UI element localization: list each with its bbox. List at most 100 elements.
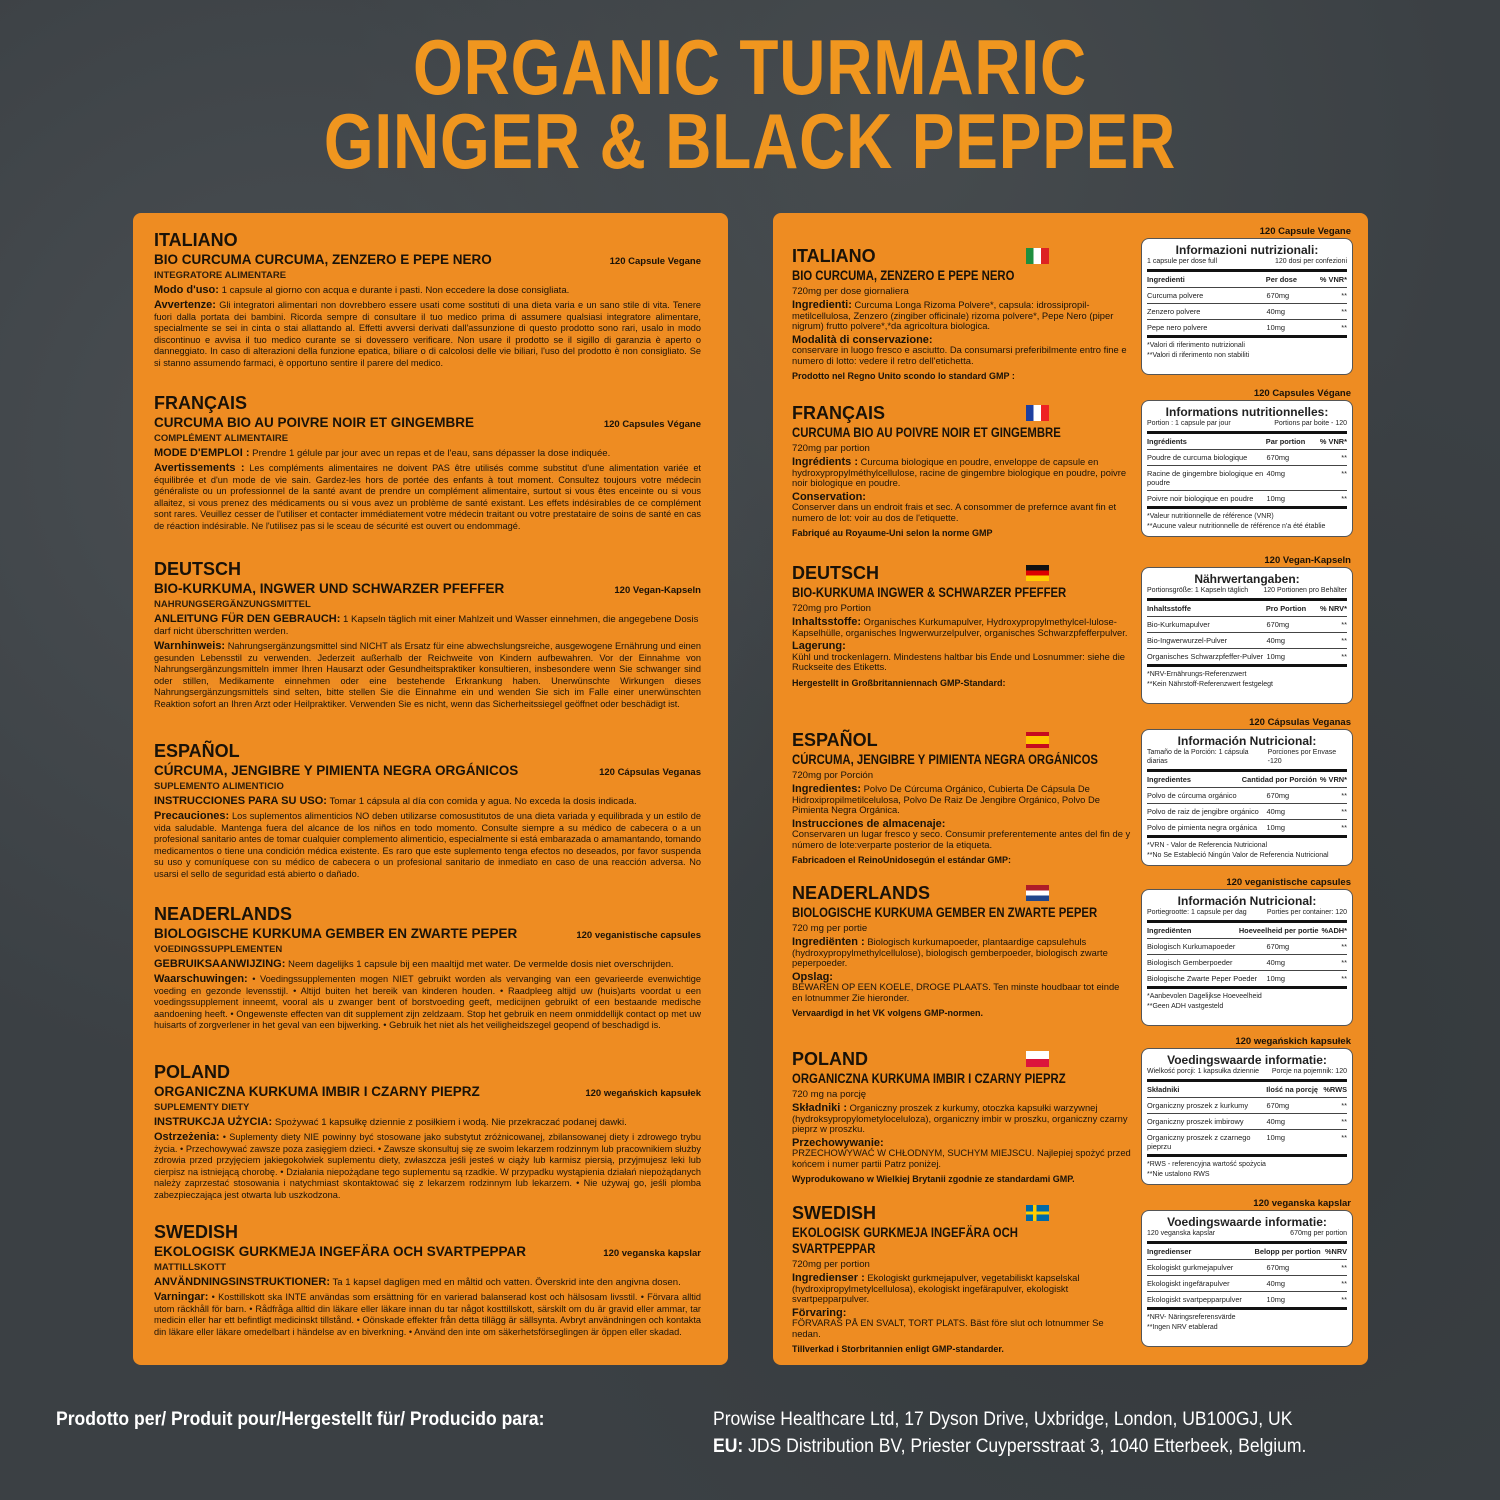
gmp-statement: Prodotto nel Regno Unito scondo lo stand… (792, 371, 1015, 381)
table-cell: 10mg (1266, 823, 1286, 832)
product-name: BIOLOGISCHE KURKUMA GEMBER EN ZWARTE PEP… (792, 905, 1098, 920)
storage-label: Przechowywanie: (792, 1136, 884, 1149)
warnings-label: Precauciones: (154, 810, 230, 822)
table-cell: ** (1341, 1117, 1347, 1126)
table-cell: Organiczny proszek z czarnego pieprzu (1147, 1133, 1251, 1151)
storage-label: Conservation: (792, 490, 866, 503)
table-cell: 670mg (1266, 1263, 1290, 1272)
product-name-wrap: BIOLOGISCHE KURKUMA GEMBER EN ZWARTE PEP… (792, 905, 1132, 923)
serving-info: Portionsgröße: 1 Kapseln täglich 120 Port… (1147, 586, 1347, 601)
nutrition-section-français: FRANÇAIS CURCUMA BIO AU POIVRE NOIR ET GI… (792, 403, 1132, 538)
ingredients-label: Składniki : (792, 1102, 848, 1114)
gmp-statement: Fabriqué au Royaume-Uni selon la norme G… (792, 528, 993, 538)
table-row: Poivre noir biologique en poudre 10mg ** (1147, 491, 1347, 509)
table-notes: *VRN - Valor de Referencia Nutricional **… (1147, 841, 1347, 860)
label-panel-instructions: ITALIANO BIO CURCUMA CURCUMA, ZENZERO E P… (133, 213, 728, 1365)
usage-label: INSTRUKCJA UŻYCIA: (154, 1116, 273, 1128)
france-flag-icon (1026, 405, 1049, 421)
nutrition-table: Nährwertangaben: Portionsgröße: 1 Kapseln… (1141, 567, 1353, 704)
netherlands-flag-icon (1026, 885, 1049, 901)
storage-text: conservare in luogo fresco e asciutto. D… (792, 344, 1127, 366)
column-header: %RWS (1323, 1085, 1347, 1094)
footer-eu-address: EU: JDS Distribution BV, Priester Cuyper… (713, 1435, 1306, 1458)
warnings: Precauciones: Los suplementos alimentici… (154, 810, 701, 880)
column-header: Ilość na porcję (1266, 1085, 1318, 1094)
instruction-section-swedish: SWEDISH EKOLOGISK GURKMEJA INGEFÄRA OCH S… (154, 1222, 701, 1338)
footnote: **Geen ADH vastgesteld (1147, 1002, 1224, 1010)
ingredients-label: Ingrediënten : (792, 936, 865, 948)
usage-text: 1 capsule al giorno con acqua e durante … (218, 285, 570, 296)
product-title: ORGANIC TURMARIC GINGER & BLACK PEPPER (135, 28, 1365, 180)
supplement-type: NAHRUNGSERGÄNZUNGSMITTEL (154, 599, 311, 610)
warnings: Varningar: • Kosttillskott ska INTE anvä… (154, 1291, 701, 1338)
warnings-label: Warnhinweis: (154, 640, 226, 652)
usage-instructions: ANLEITUNG FÜR DEN GEBRAUCH: 1 Kapseln tä… (154, 613, 701, 638)
footnote: *NRV-Ernährungs-Referenzwert (1147, 671, 1247, 678)
ingredients-label: Ingredienser : (792, 1272, 865, 1284)
table-cell: 670mg (1266, 791, 1290, 800)
storage: Förvaring: FÖRVARAS PÅ EN SVALT, TORT PLA… (792, 1307, 1132, 1340)
footnote: **No Se Estableció Ningún Valor de Refer… (1147, 851, 1329, 859)
capsule-count: 120 veganska kapslar (1253, 1198, 1351, 1209)
supplement-type: SUPLEMENTO ALIMENTICIO (154, 781, 284, 792)
table-cell: 40mg (1266, 1117, 1286, 1126)
language-heading: DEUTSCH (792, 563, 880, 583)
usage-label: GEBRUIKSAANWIJZING: (154, 958, 286, 970)
language-heading: NEADERLANDS (154, 904, 293, 924)
product-name: CÚRCUMA, JENGIBRE Y PIMIENTA NEGRA ORGÁN… (154, 762, 701, 781)
ingredients-text: Polvo De Cúrcuma Orgánico, Cubierta De C… (792, 783, 1100, 815)
language-heading: POLAND (154, 1062, 230, 1082)
ingredients-text: Organisches Kurkumapulver, Hydroxypropyl… (792, 616, 1128, 638)
usage-label: ANVÄNDNINGSINSTRUKTIONER: (154, 1276, 330, 1288)
table-cell: 670mg (1266, 942, 1290, 951)
table-notes: *RWS - referencyjna wartość spożycia **Ni… (1147, 1160, 1347, 1179)
table-row: Poudre de curcuma biologique 670mg ** (1147, 450, 1347, 466)
ingredients-text: Curcuma biologique en poudre, enveloppe … (792, 456, 1127, 488)
warnings: Avertissements : Les compléments aliment… (154, 462, 701, 532)
table-header: Składniki Ilość na porcję %RWS (1147, 1082, 1347, 1098)
table-cell: ** (1341, 1133, 1347, 1142)
table-cell: Zenzero polvere (1147, 307, 1201, 316)
table-cell: 40mg (1266, 1279, 1286, 1288)
table-notes: *NRV- Näringsreferensvärde **Ingen NRV et… (1147, 1313, 1347, 1332)
table-row: Biologische Zwarte Peper Poeder 10mg ** (1147, 971, 1347, 989)
table-cell: ** (1341, 636, 1347, 645)
table-cell: 670mg (1266, 620, 1290, 629)
servings-per-container: 670mg per portion (1290, 1230, 1347, 1237)
servings-per-container: Porciones por Envase -120 (1267, 749, 1337, 765)
usage-label: INSTRUCCIONES PARA SU USO: (154, 795, 327, 807)
capsule-count: 120 wegańskich kapsułek (1235, 1036, 1351, 1047)
language-heading: POLAND (792, 1049, 868, 1069)
product-name: BIO CURCUMA CURCUMA, ZENZERO E PEPE NERO… (154, 251, 701, 270)
storage-label: Instrucciones de almacenaje: (792, 817, 946, 830)
table-cell: ** (1341, 307, 1347, 316)
gmp-statement: Hergestellt in Großbritanniennach GMP-St… (792, 677, 1006, 688)
usage-instructions: GEBRUIKSAANWIJZING: Neem dagelijks 1 cap… (154, 958, 701, 971)
table-cell: 670mg (1266, 1101, 1290, 1110)
product-name: CURCUMA BIO AU POIVRE NOIR ET GINGEMBRE 1… (154, 414, 701, 433)
table-cell: 40mg (1266, 636, 1286, 645)
warnings-text: Gli integratori alimentari non dovrebber… (154, 300, 701, 368)
usage-text: Neem dagelijks 1 capsule bij een maaltij… (285, 959, 674, 970)
spain-flag-icon (1026, 732, 1049, 748)
nutrition-table: Voedingswaarde informatie: Wielkość porcj… (1141, 1048, 1353, 1185)
table-row: Pepe nero polvere 10mg ** (1147, 320, 1347, 338)
daily-dose: 720 mg na porcję (792, 1089, 867, 1100)
table-cell: ** (1341, 1101, 1347, 1110)
footnote: *Valori di riferimento nutrizionali (1147, 342, 1245, 349)
table-cell: 40mg (1266, 807, 1286, 816)
product-name: EKOLOGISK GURKMEJA INGEFÄRA OCH SVARTPEP… (154, 1243, 701, 1262)
usage-instructions: ANVÄNDNINGSINSTRUKTIONER: Ta 1 kapsel da… (154, 1276, 701, 1289)
table-cell: Ekologiskt svartpepparpulver (1147, 1295, 1242, 1304)
table-cell: Biologische Zwarte Peper Poeder (1147, 974, 1258, 983)
footnote: **Kein Nährstoff-Referenzwert festgelegt (1147, 680, 1273, 688)
instruction-section-poland: POLAND ORGANICZNA KURKUMA IMBIR I CZARNY … (154, 1062, 701, 1201)
column-header: Inhaltsstoffe (1147, 604, 1191, 613)
table-header: Ingredientes Cantidad por Porción% VRN* (1147, 772, 1347, 788)
ingredients-label: Ingredientes: (792, 783, 862, 795)
table-cell: ** (1341, 1263, 1347, 1272)
warnings: Warnhinweis: Nahrungsergänzungsmittel si… (154, 640, 701, 710)
storage: Conservation: Conserver dans un endroit f… (792, 490, 1132, 524)
product-name-text: CÚRCUMA, JENGIBRE Y PIMIENTA NEGRA ORGÁN… (154, 763, 519, 778)
capsule-count: 120 veganska kapslar (603, 1248, 701, 1259)
